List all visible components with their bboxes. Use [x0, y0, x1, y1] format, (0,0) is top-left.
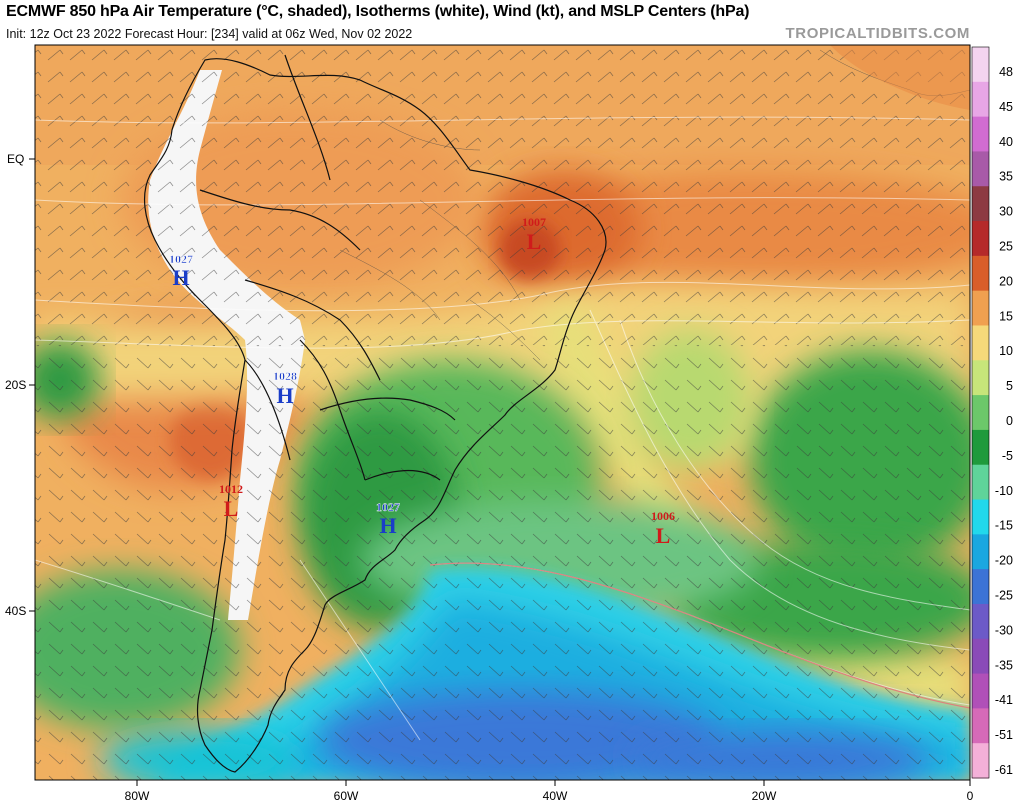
colorbar-segment [972, 534, 989, 570]
shaded-field [35, 45, 970, 780]
colorbar-tick-label: -35 [995, 658, 1013, 672]
colorbar-segment [972, 221, 989, 257]
colorbar-tick-label: 0 [1006, 414, 1013, 428]
colorbar-tick-label: -15 [995, 519, 1013, 533]
colorbar-tick-label: 25 [999, 240, 1013, 254]
colorbar-tick-label: 45 [999, 100, 1013, 114]
colorbar-tick-label: -5 [1002, 449, 1013, 463]
low-center-1007-brazil: 1007 L [522, 215, 546, 254]
lon-label-0: 0 [967, 789, 974, 800]
map-frame [34, 44, 971, 781]
low-symbol: L [656, 523, 671, 548]
colorbar-tick-label: -61 [995, 763, 1013, 777]
pressure-value: 1012 [219, 482, 243, 496]
colorbar-tick-label: -25 [995, 589, 1013, 603]
colorbar-segment [972, 499, 989, 535]
high-center-1027-uruguay: 1027 H [376, 500, 400, 538]
coastlines [144, 54, 607, 773]
lon-label-20w: 20W [752, 789, 777, 800]
colorbar-segment [972, 325, 989, 361]
colorbar-segment [972, 116, 989, 153]
colorbar-tick-label: -10 [995, 484, 1013, 498]
colorbar-tick-label: -51 [995, 728, 1013, 742]
colorbar-segment [972, 464, 989, 501]
colorbar-frame [971, 46, 990, 779]
isotherm-lines [35, 116, 970, 741]
pressure-centers: 1027 H 1028 H 1027 H 1007 L 1012 L 1006 … [169, 215, 675, 548]
colorbar-segment [972, 151, 989, 187]
colorbar-segment [972, 569, 989, 605]
high-symbol: H [172, 265, 189, 290]
lat-label-eq: EQ [7, 152, 24, 166]
lon-label-40w: 40W [543, 789, 568, 800]
lon-label-60w: 60W [334, 789, 359, 800]
colorbar-segment [972, 638, 989, 675]
low-center-1012-chile: 1012 L [219, 482, 243, 521]
lon-label-80w: 80W [125, 789, 150, 800]
colorbar-segment [972, 290, 989, 327]
colorbar-segment [972, 743, 989, 779]
colorbar-segment [972, 81, 989, 118]
high-symbol: H [379, 513, 396, 538]
low-symbol: L [527, 229, 542, 254]
high-center-1028-andes: 1028 H [273, 369, 297, 408]
colorbar-tick-label: 48 [999, 65, 1013, 79]
pressure-value: 1027 [376, 500, 400, 514]
colorbar-tick-label: 40 [999, 135, 1013, 149]
pressure-value: 1028 [273, 369, 297, 383]
colorbar-tick-label: -30 [995, 623, 1013, 637]
low-symbol: L [224, 496, 239, 521]
forecast-info: Init: 12z Oct 23 2022 Forecast Hour: [23… [6, 27, 413, 41]
colorbar-segment [972, 360, 989, 396]
low-center-1006-atlantic: 1006 L [651, 509, 675, 548]
axis-ticks [29, 158, 971, 786]
colorbar-tick-label: 35 [999, 170, 1013, 184]
colorbar-segment [972, 429, 989, 466]
colorbar-tick-label: -41 [995, 693, 1013, 707]
colorbar-segment [972, 395, 989, 431]
pressure-value: 1027 [169, 252, 193, 266]
colorbar-segment [972, 673, 989, 709]
colorbar-segment [972, 708, 989, 744]
high-center-1027-peru: 1027 H [169, 252, 193, 290]
colorbar-segment [972, 186, 989, 222]
colorbar-tick-label: 20 [999, 274, 1013, 288]
colorbar-segment [972, 603, 989, 640]
chart-title: ECMWF 850 hPa Air Temperature (°C, shade… [6, 3, 750, 20]
high-symbol: H [276, 383, 293, 408]
colorbar-tick-label: 5 [1006, 379, 1013, 393]
colorbar-tick-label: 15 [999, 309, 1013, 323]
lat-label-20s: 20S [5, 378, 26, 392]
pressure-value: 1006 [651, 509, 675, 523]
colorbar-tick-label: 10 [999, 344, 1013, 358]
colorbar-tick-label: 30 [999, 205, 1013, 219]
pressure-value: 1007 [522, 215, 546, 229]
colorbar: 48 45 40 35 30 25 20 15 10 5 0 -5 -10 -15 -20 -25 -30 -35… [971, 46, 1013, 779]
colorbar-segment [972, 47, 989, 83]
colorbar-segment [972, 255, 989, 292]
site-credit: TROPICALTIDBITS.COM [785, 25, 970, 42]
lat-label-40s: 40S [5, 604, 26, 618]
colorbar-tick-label: -20 [995, 554, 1013, 568]
